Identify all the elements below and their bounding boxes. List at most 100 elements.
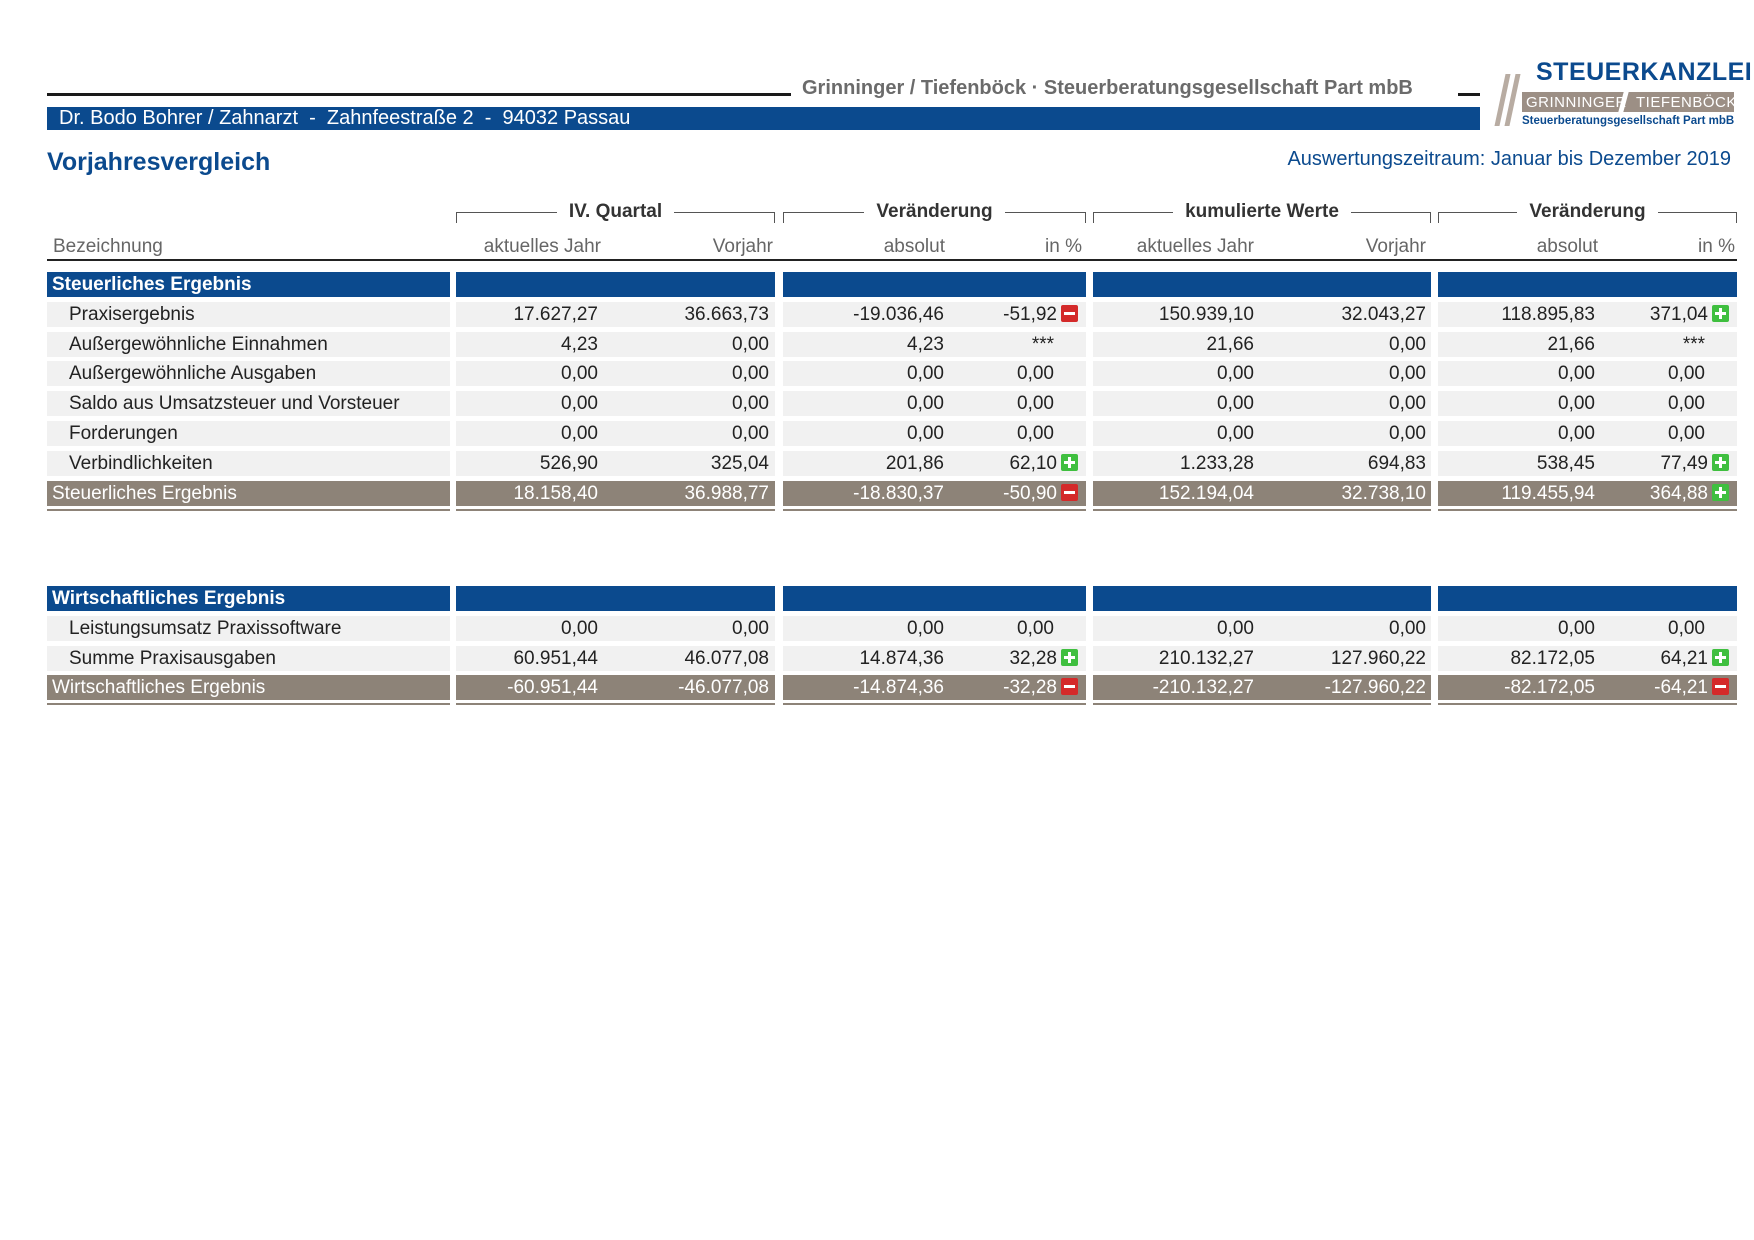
col-header-q-absolute: absolut: [883, 236, 945, 257]
block-quarter: [456, 421, 775, 446]
q-previous-value: 46.077,08: [684, 648, 769, 669]
row-label-text: Summe Praxisausgaben: [69, 648, 276, 669]
q-absolute-value: -14.874,36: [853, 677, 944, 698]
k-previous: 32.043,27: [1254, 302, 1426, 327]
q-percent-value: -51,92: [1003, 304, 1057, 325]
k-percent-value: 64,21: [1660, 648, 1708, 669]
k-previous: 32.738,10: [1254, 481, 1426, 511]
q-percent-value: 0,00: [1017, 363, 1054, 384]
k-previous-value: -127.960,22: [1324, 677, 1426, 698]
row-label-text: Forderungen: [69, 423, 178, 444]
q-previous: 36.988,77: [598, 481, 769, 511]
k-current-value: -210.132,27: [1152, 677, 1254, 698]
q-previous-value: 325,04: [710, 453, 769, 474]
q-absolute-value: -18.830,37: [853, 483, 944, 504]
k-current: 0,00: [1093, 421, 1254, 446]
k-previous: 0,00: [1254, 616, 1426, 641]
evaluation-period: Auswertungszeitraum: Januar bis Dezember…: [1287, 148, 1731, 170]
firm-name: Grinninger / Tiefenböck · Steuerberatung…: [802, 77, 1413, 99]
q-percent-value: 0,00: [1017, 393, 1054, 414]
q-previous: 46.077,08: [598, 646, 769, 671]
section-title: Wirtschaftliches Ergebnis: [47, 586, 450, 611]
q-absolute: 0,00: [783, 616, 944, 641]
block-cumulative: [1093, 302, 1431, 327]
q-absolute: 4,23: [783, 332, 944, 357]
q-percent-value: 62,10: [1009, 453, 1057, 474]
k-previous-value: 694,83: [1367, 453, 1426, 474]
k-absolute: 0,00: [1438, 361, 1595, 386]
q-percent: -50,90: [944, 481, 1086, 511]
q-percent: 0,00: [944, 391, 1086, 416]
q-previous-value: 0,00: [732, 423, 769, 444]
block-cumulative: [1093, 361, 1431, 386]
block-quarter: [456, 451, 775, 476]
q-previous: 36.663,73: [598, 302, 769, 327]
k-absolute-value: 538,45: [1536, 453, 1595, 474]
block-cumulative-change: [1438, 451, 1737, 476]
k-current: 150.939,10: [1093, 302, 1254, 327]
q-percent: 0,00: [944, 616, 1086, 641]
k-percent: -64,21: [1595, 675, 1737, 705]
q-current: 0,00: [456, 421, 598, 446]
k-current: 0,00: [1093, 361, 1254, 386]
k-current-value: 0,00: [1217, 423, 1254, 444]
minus-icon: [1061, 678, 1078, 695]
q-current-value: 18.158,40: [513, 483, 598, 504]
block-cumulative: [1093, 421, 1431, 446]
k-current-value: 210.132,27: [1158, 648, 1254, 669]
k-percent-value: 77,49: [1660, 453, 1708, 474]
q-absolute: -18.830,37: [783, 481, 944, 511]
k-previous: -127.960,22: [1254, 675, 1426, 705]
k-percent: 371,04: [1595, 302, 1737, 327]
q-percent: 62,10: [944, 451, 1086, 476]
block-cumulative-change: [1438, 646, 1737, 671]
k-percent-value: -64,21: [1654, 677, 1708, 698]
k-previous-value: 127.960,22: [1330, 648, 1426, 669]
block-cumulative-change: [1438, 421, 1737, 446]
block-cumulative: [1093, 646, 1431, 671]
q-absolute: 0,00: [783, 361, 944, 386]
col-header-k-absolute: absolut: [1536, 236, 1598, 257]
k-percent-value: 0,00: [1668, 363, 1705, 384]
k-current-value: 152.194,04: [1158, 483, 1254, 504]
row-label: Praxisergebnis: [47, 302, 450, 327]
row-label: Außergewöhnliche Ausgaben: [47, 361, 450, 386]
group-header-quarter: IV. Quartal: [456, 201, 775, 225]
k-previous: 0,00: [1254, 421, 1426, 446]
q-absolute-value: 4,23: [907, 334, 944, 355]
q-absolute-value: 201,86: [885, 453, 944, 474]
k-absolute-value: -82.172,05: [1504, 677, 1595, 698]
logo-subtitle: Steuerberatungsgesellschaft Part mbB: [1522, 115, 1735, 127]
group-header-change-quarter: Veränderung: [783, 201, 1086, 225]
k-absolute-value: 0,00: [1558, 393, 1595, 414]
plus-icon: [1712, 305, 1729, 322]
group-header-change-cumulative: Veränderung: [1438, 201, 1737, 225]
q-absolute: -14.874,36: [783, 675, 944, 705]
q-absolute: -19.036,46: [783, 302, 944, 327]
minus-icon: [1061, 305, 1078, 322]
k-absolute: 21,66: [1438, 332, 1595, 357]
q-percent-value: -32,28: [1003, 677, 1057, 698]
k-absolute-value: 0,00: [1558, 423, 1595, 444]
row-label-text: Verbindlichkeiten: [69, 453, 213, 474]
q-previous: 0,00: [598, 391, 769, 416]
block-cumulative-change: [1438, 391, 1737, 416]
k-absolute-value: 118.895,83: [1501, 304, 1595, 325]
header-rule-end: [1458, 93, 1480, 96]
row-label-text: Leistungsumsatz Praxissoftware: [69, 618, 342, 639]
q-previous: 0,00: [598, 616, 769, 641]
row-label-text: Steuerliches Ergebnis: [52, 483, 237, 504]
row-label: Außergewöhnliche Einnahmen: [47, 332, 450, 357]
q-previous-value: 36.663,73: [684, 304, 769, 325]
k-absolute: -82.172,05: [1438, 675, 1595, 705]
k-previous: 694,83: [1254, 451, 1426, 476]
k-percent-value: 371,04: [1649, 304, 1708, 325]
q-current-value: 0,00: [561, 393, 598, 414]
q-current: -60.951,44: [456, 675, 598, 705]
q-percent: 32,28: [944, 646, 1086, 671]
k-previous-value: 32.738,10: [1341, 483, 1426, 504]
section-header-fill: [1438, 272, 1737, 297]
block-quarter: [456, 391, 775, 416]
group-label: IV. Quartal: [556, 201, 675, 222]
block-cumulative: [1093, 451, 1431, 476]
